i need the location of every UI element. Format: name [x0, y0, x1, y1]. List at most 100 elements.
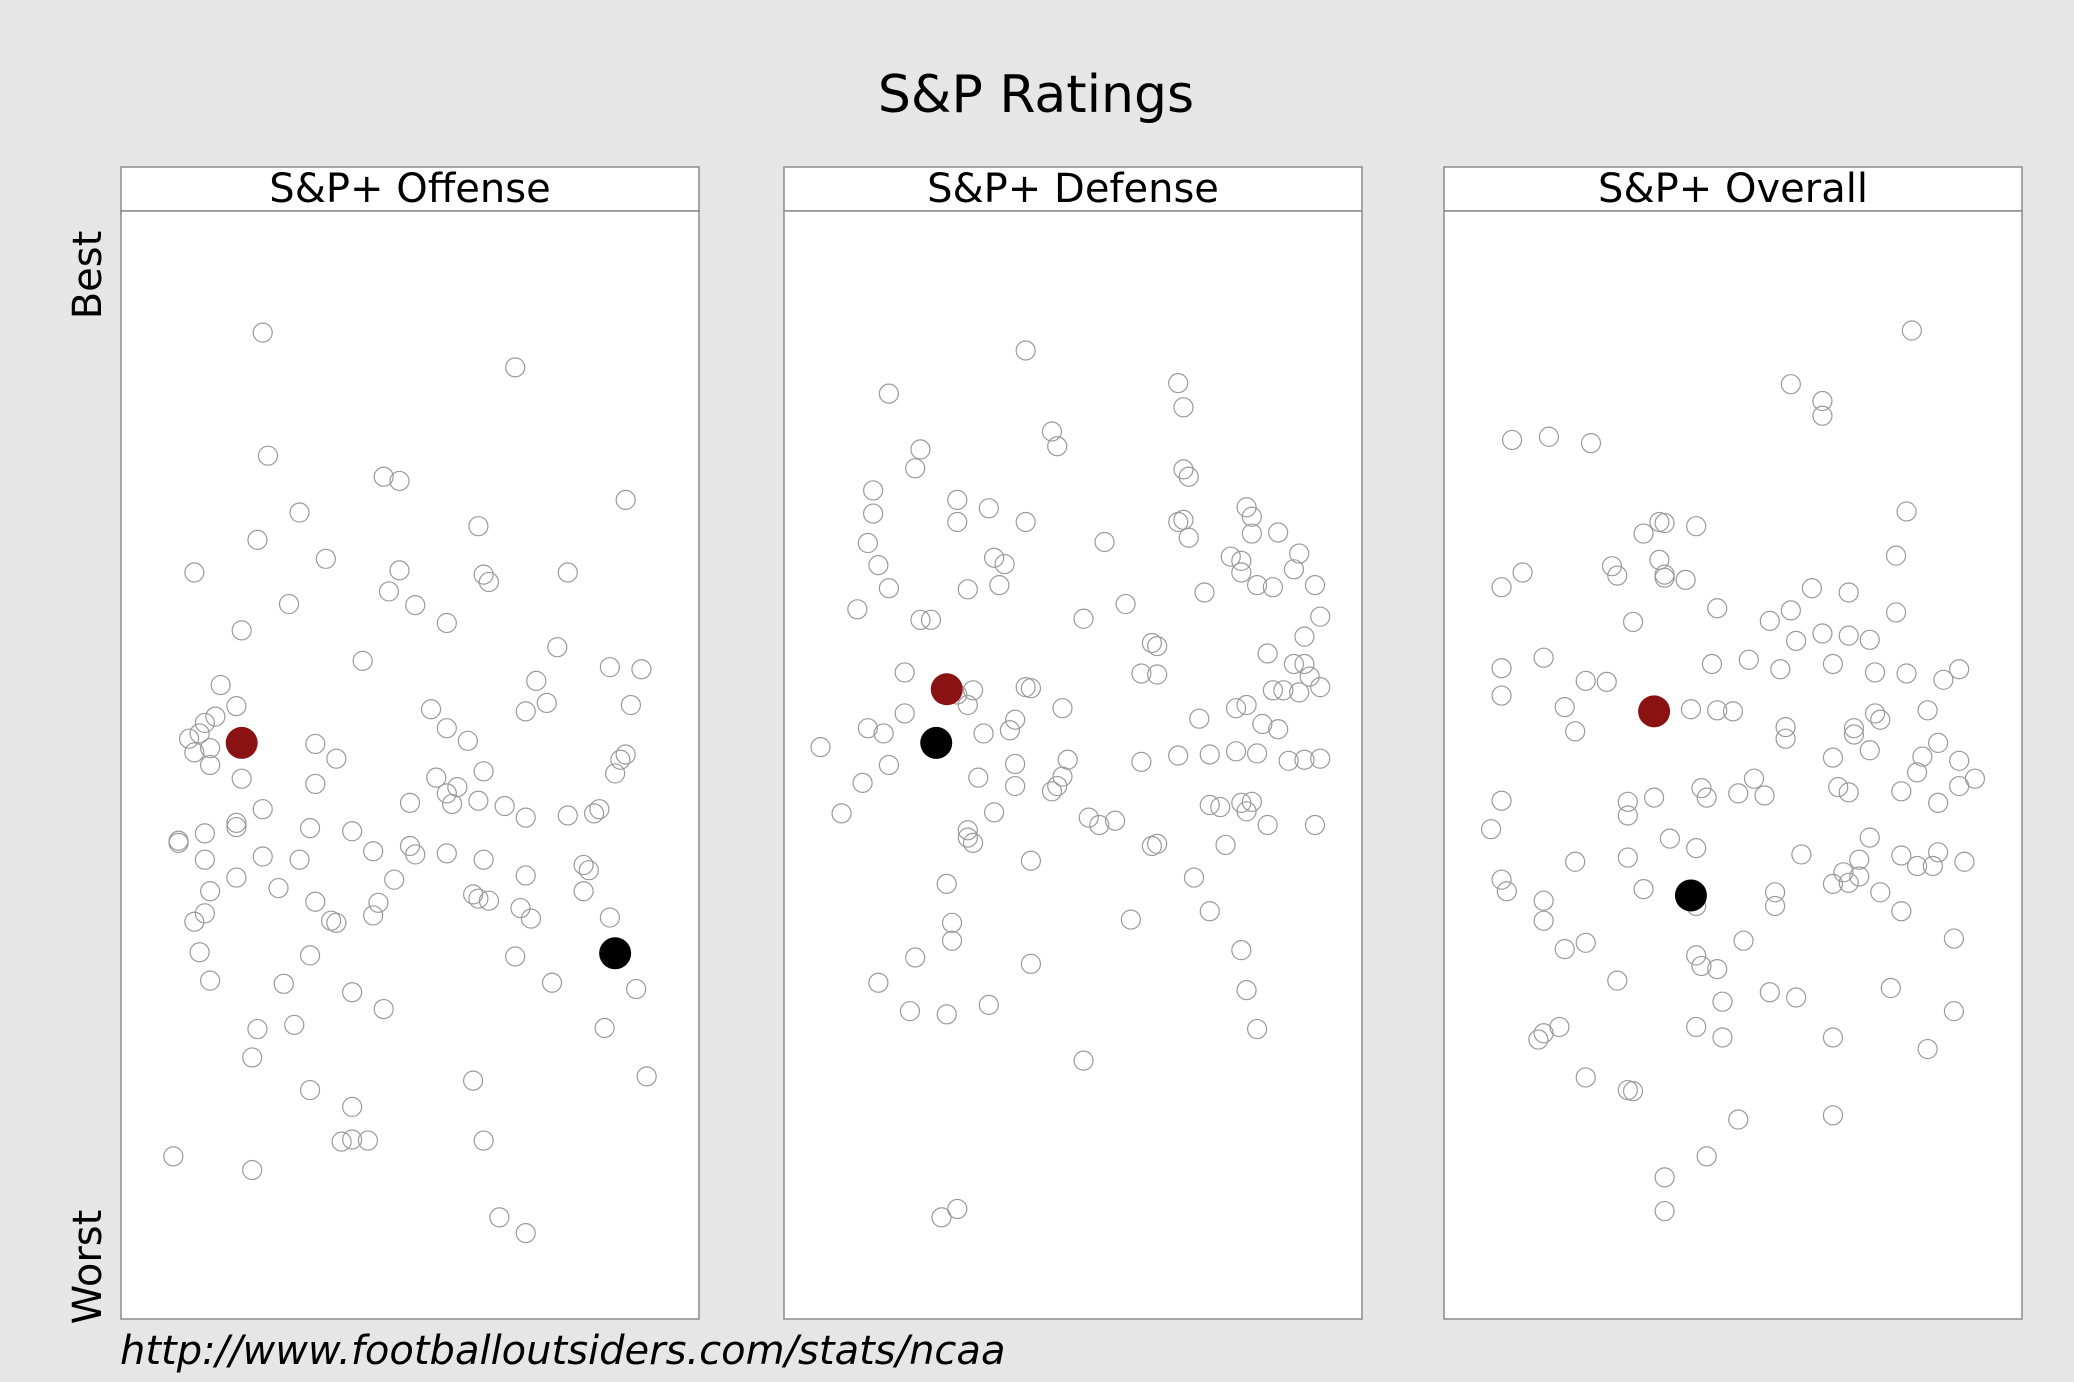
data-point [273, 973, 294, 994]
data-point [1304, 814, 1326, 836]
data-point [189, 942, 210, 963]
y-axis-top-label: Best [65, 231, 111, 320]
data-point [1933, 669, 1954, 690]
data-point [905, 947, 926, 968]
data-point [1780, 374, 1801, 395]
data-point [636, 1066, 657, 1087]
data-point [978, 994, 999, 1015]
data-point [242, 1159, 263, 1181]
data-point [1273, 680, 1294, 701]
data-point [1686, 1016, 1707, 1038]
data-point [515, 807, 536, 828]
data-point [289, 502, 310, 523]
data-point [226, 816, 247, 838]
plot-area [783, 210, 1363, 1320]
data-point [1231, 550, 1252, 572]
data-point [1743, 768, 1765, 789]
data-point [547, 637, 568, 658]
data-point [1686, 945, 1707, 966]
data-point [352, 650, 373, 671]
data-point [1949, 750, 1970, 771]
data-point [368, 892, 389, 913]
data-point [1654, 1167, 1675, 1188]
highlight-point-red [225, 726, 258, 759]
data-point [1849, 849, 1870, 870]
data-point [468, 888, 489, 909]
data-point [468, 516, 489, 537]
data-point [583, 803, 605, 824]
data-point [200, 738, 221, 759]
data-point [983, 547, 1005, 568]
data-point [1268, 719, 1289, 740]
data-point [1178, 527, 1199, 548]
data-point [1020, 850, 1042, 871]
data-point [1147, 664, 1168, 685]
data-point [457, 730, 478, 751]
data-point [1838, 872, 1859, 893]
data-point [878, 578, 900, 599]
data-point [389, 470, 410, 492]
data-point [1906, 855, 1928, 877]
data-point [1020, 678, 1042, 699]
data-point [1299, 666, 1320, 687]
data-point [1194, 582, 1215, 603]
data-point [1278, 750, 1299, 771]
data-point [868, 555, 889, 576]
data-point [1607, 565, 1628, 586]
data-point [163, 1146, 184, 1167]
data-point [957, 827, 978, 848]
data-point [605, 763, 626, 784]
data-point [184, 562, 205, 583]
data-point [205, 706, 226, 727]
data-point [1257, 814, 1278, 836]
data-point [226, 867, 247, 888]
data-point [515, 865, 536, 886]
data-point [1528, 1029, 1549, 1050]
data-point [1294, 626, 1315, 647]
data-point [1943, 928, 1965, 949]
data-point [1659, 828, 1680, 849]
data-point [505, 946, 526, 967]
source-url[interactable]: http://www.footballoutsiders.com/stats/n… [120, 1328, 1005, 1374]
data-point [1496, 881, 1517, 902]
data-point [1654, 1200, 1675, 1222]
data-point [505, 357, 526, 378]
data-point [1501, 429, 1523, 451]
data-point [847, 599, 868, 620]
data-point [1849, 866, 1870, 887]
data-point [194, 903, 215, 924]
data-point [363, 841, 384, 862]
data-point [1094, 531, 1115, 553]
data-point [473, 1130, 494, 1151]
data-point [1654, 567, 1675, 588]
data-point [1005, 775, 1026, 797]
data-point [1131, 751, 1152, 772]
data-point [1675, 569, 1696, 590]
data-point [873, 723, 894, 744]
data-point [1246, 1018, 1268, 1040]
data-point [520, 908, 542, 929]
data-point [931, 1207, 952, 1228]
data-point [1607, 970, 1628, 991]
data-point [1236, 497, 1257, 518]
data-point [1241, 506, 1262, 527]
data-point [1210, 796, 1231, 818]
data-point [441, 793, 463, 815]
data-point [284, 1014, 305, 1035]
data-point [899, 1001, 921, 1022]
data-point [1843, 718, 1865, 739]
data-point [384, 869, 405, 890]
data-point [852, 772, 873, 793]
data-point [252, 322, 273, 343]
plot-area [120, 210, 700, 1320]
highlight-point-black [920, 726, 953, 759]
data-point [210, 674, 231, 696]
data-point [578, 860, 599, 881]
panel-title: S&P+ Defense [927, 166, 1219, 212]
data-point [242, 1047, 263, 1068]
data-point [305, 891, 326, 912]
data-point [863, 480, 884, 501]
data-point [1294, 749, 1315, 770]
data-point [1928, 732, 1949, 754]
data-point [594, 1017, 615, 1039]
